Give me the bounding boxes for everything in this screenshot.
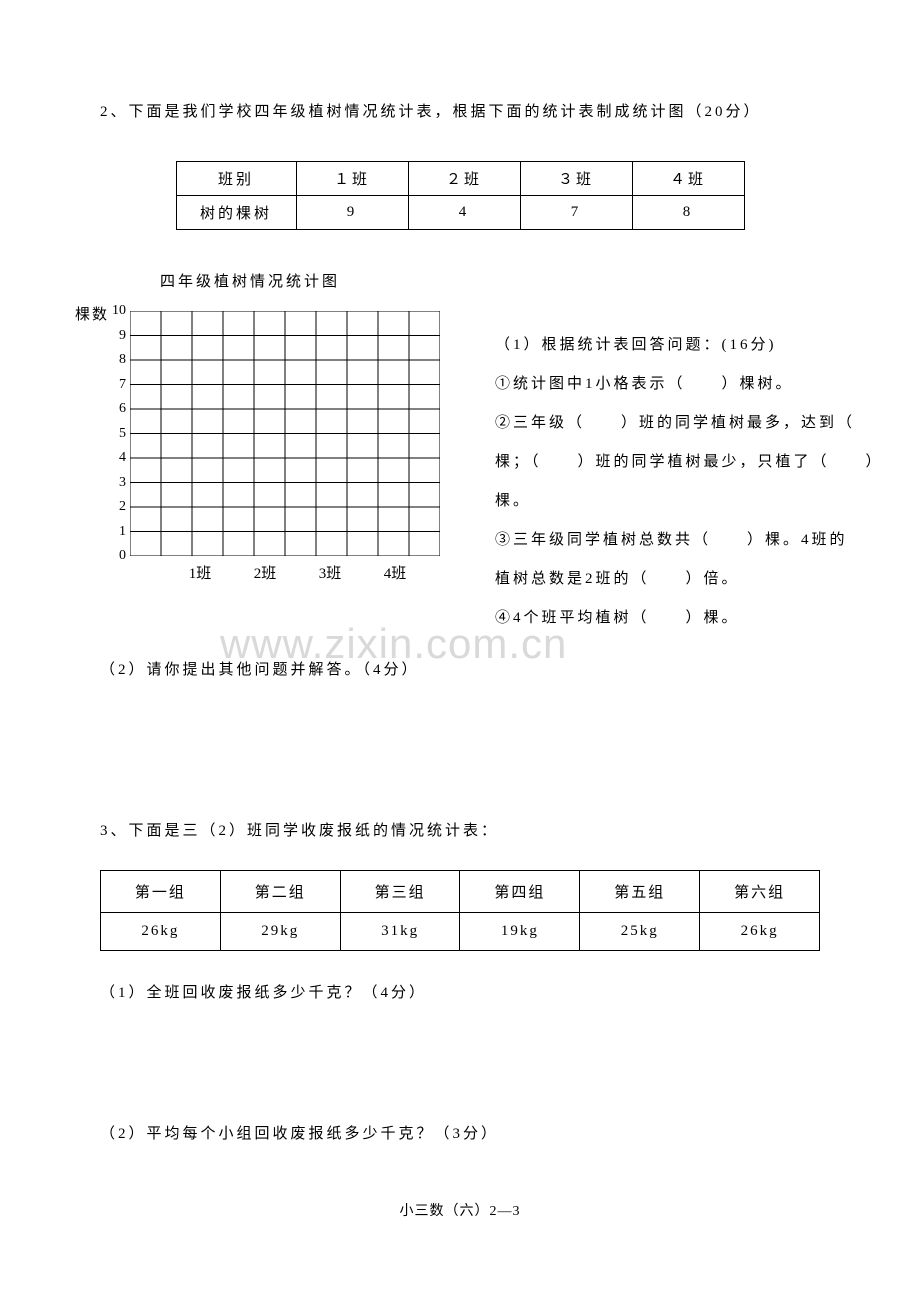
q3-sub2: （2）平均每个小组回收废报纸多少千克？（3分）	[100, 1122, 820, 1143]
y-tick: 7	[108, 378, 126, 403]
cell-value: 29kg	[220, 913, 340, 951]
col-header: 第六组	[700, 871, 820, 913]
y-tick: 4	[108, 451, 126, 476]
y-tick: 10	[108, 304, 126, 329]
q-line: 棵；（ ）班的同学植树最少，只植了（ ）	[495, 443, 884, 482]
chart-questions: （1）根据统计表回答问题：(16分) ①统计图中1小格表示（ ）棵树。 ②三年级…	[480, 311, 884, 638]
cell-value: 4	[408, 196, 520, 230]
x-label: 4班	[360, 562, 430, 583]
table-row: 第一组 第二组 第三组 第四组 第五组 第六组	[101, 871, 820, 913]
planting-table: 班别 １班 ２班 ３班 ４班 树的棵树 9 4 7 8	[176, 161, 745, 230]
table-row: 班别 １班 ２班 ３班 ４班	[176, 162, 744, 196]
table-row: 树的棵树 9 4 7 8	[176, 196, 744, 230]
cell-value: 19kg	[460, 913, 580, 951]
col-header: 第二组	[220, 871, 340, 913]
cell-value: 31kg	[340, 913, 460, 951]
row-label: 树的棵树	[176, 196, 296, 230]
col-header: ３班	[520, 162, 632, 196]
y-tick: 3	[108, 476, 126, 501]
chart-title: 四年级植树情况统计图	[160, 270, 820, 291]
page-footer: 小三数（六）2—3	[0, 1200, 920, 1220]
q-line: （1）根据统计表回答问题：(16分)	[495, 326, 884, 365]
chart-area: 棵数 10 9 8 7 6 5 4 3 2 1 0	[100, 311, 480, 583]
col-header: １班	[296, 162, 408, 196]
y-tick: 0	[108, 549, 126, 574]
cell-value: 8	[632, 196, 744, 230]
col-header: 第三组	[340, 871, 460, 913]
cell-value: 26kg	[700, 913, 820, 951]
q-line: ④4个班平均植树（ ）棵。	[495, 599, 884, 638]
table-row: 26kg 29kg 31kg 19kg 25kg 26kg	[101, 913, 820, 951]
y-ticks: 10 9 8 7 6 5 4 3 2 1 0	[108, 311, 126, 581]
y-tick: 1	[108, 525, 126, 550]
q2-header: 2、下面是我们学校四年级植树情况统计表，根据下面的统计表制成统计图（20分）	[100, 100, 820, 121]
q-line: ①统计图中1小格表示（ ）棵树。	[495, 365, 884, 404]
x-label: 2班	[230, 562, 300, 583]
q-line: 植树总数是2班的（ ）倍。	[495, 560, 884, 599]
col-header: ４班	[632, 162, 744, 196]
paper-table: 第一组 第二组 第三组 第四组 第五组 第六组 26kg 29kg 31kg 1…	[100, 870, 820, 951]
q-line: 棵。	[495, 482, 884, 521]
cell-value: 7	[520, 196, 632, 230]
x-label: 3班	[295, 562, 365, 583]
col-header: 第四组	[460, 871, 580, 913]
q3-header: 3、下面是三（2）班同学收废报纸的情况统计表：	[100, 819, 820, 840]
y-tick: 5	[108, 427, 126, 452]
y-tick: 9	[108, 329, 126, 354]
q-line: ②三年级（ ）班的同学植树最多，达到（	[495, 404, 884, 443]
x-labels: 1班 2班 3班 4班	[130, 562, 480, 583]
q3-sub1: （1）全班回收废报纸多少千克？（4分）	[100, 981, 820, 1002]
y-axis-label: 棵数	[75, 303, 109, 324]
col-header: 第一组	[101, 871, 221, 913]
cell-value: 26kg	[101, 913, 221, 951]
q-line: ③三年级同学植树总数共（ ）棵。4班的	[495, 521, 884, 560]
y-tick: 8	[108, 353, 126, 378]
col-header: 第五组	[580, 871, 700, 913]
row-header-label: 班别	[176, 162, 296, 196]
grid-svg	[130, 311, 440, 556]
x-label: 1班	[165, 562, 235, 583]
cell-value: 9	[296, 196, 408, 230]
cell-value: 25kg	[580, 913, 700, 951]
y-tick: 6	[108, 402, 126, 427]
col-header: ２班	[408, 162, 520, 196]
y-tick: 2	[108, 500, 126, 525]
chart-grid: 10 9 8 7 6 5 4 3 2 1 0	[130, 311, 480, 556]
q2-sub2: （2）请你提出其他问题并解答。（4分）	[100, 658, 820, 679]
